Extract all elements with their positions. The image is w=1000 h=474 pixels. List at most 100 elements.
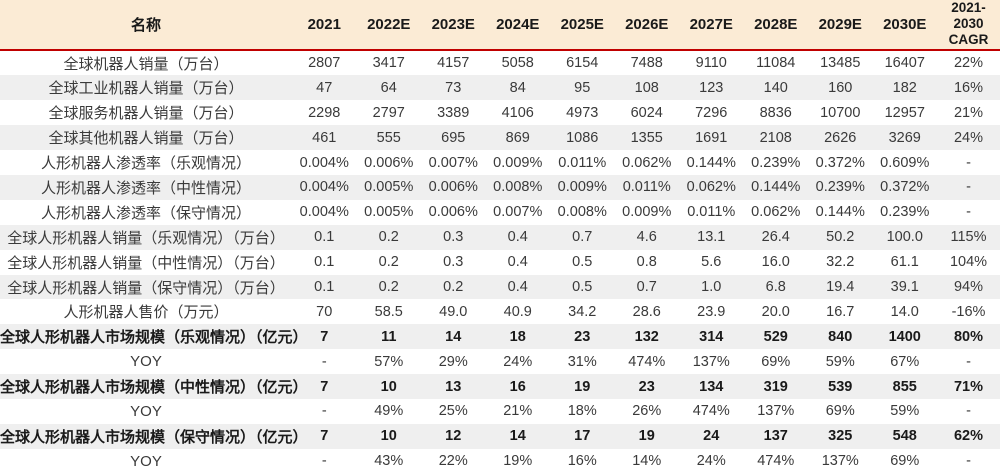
- value-cell: 123: [699, 79, 724, 96]
- value-cell: 7488: [630, 55, 663, 71]
- value-cell: 869: [505, 129, 530, 146]
- value-cell: 0.3: [443, 229, 464, 246]
- value-cell: 319: [763, 378, 788, 395]
- table-row: 全球人形机器人销量（保守情况）（万台） 0.1 0.2 0.2 0.4 0.5 0.7 1.0…: [0, 274, 1000, 300]
- value-cell: 529: [763, 328, 788, 345]
- col-year-header: 2029E: [808, 0, 873, 51]
- value-cell: 4973: [566, 104, 599, 121]
- value-cell: 40.9: [503, 303, 532, 320]
- value-cell: 13.1: [697, 229, 726, 246]
- value-cell: 0.1: [314, 229, 335, 246]
- value-cell: 0.004%: [299, 154, 349, 171]
- cagr-cell: 21%: [953, 104, 984, 121]
- row-label: YOY: [130, 402, 162, 420]
- value-cell: 29%: [438, 353, 468, 370]
- value-cell: 34.2: [568, 303, 597, 320]
- col-name-header: 名称: [0, 0, 292, 51]
- value-cell: 2807: [308, 55, 341, 71]
- value-cell: 50.2: [826, 229, 855, 246]
- row-label: 全球机器人销量（万台）: [63, 55, 229, 73]
- value-cell: 61.1: [890, 254, 919, 271]
- value-cell: 0.007%: [493, 204, 543, 221]
- value-cell: 0.7: [572, 229, 593, 246]
- cagr-header-line2: CAGR: [948, 32, 989, 48]
- value-cell: 3269: [888, 129, 921, 146]
- value-cell: 0.239%: [815, 179, 865, 196]
- value-cell: 0.011%: [558, 154, 607, 171]
- value-cell: 2298: [308, 104, 341, 121]
- value-cell: 24%: [503, 353, 533, 370]
- cagr-cell: 62%: [953, 428, 984, 445]
- table-row: 全球人形机器人市场规模（乐观情况）（亿元） 7 11 14 18 23 132 314 529 8…: [0, 324, 1000, 350]
- value-cell: 0.062%: [751, 204, 801, 221]
- value-cell: 2797: [372, 104, 405, 121]
- row-label: 全球人形机器人销量（乐观情况）（万台）: [7, 229, 285, 247]
- value-cell: 16: [509, 378, 526, 395]
- value-cell: 26.4: [761, 229, 790, 246]
- table-row: 全球服务机器人销量（万台） 2298 2797 3389 4106 4973 6024 729…: [0, 100, 1000, 125]
- row-label: 人形机器人渗透率（中性情况）: [40, 179, 251, 197]
- value-cell: 4106: [501, 104, 534, 121]
- value-cell: 6.8: [765, 279, 786, 296]
- value-cell: 4157: [437, 55, 470, 71]
- value-cell: 0.062%: [686, 179, 736, 196]
- value-cell: 0.4: [507, 254, 528, 271]
- col-year-header: 2027E: [679, 0, 744, 51]
- value-cell: 325: [828, 428, 853, 445]
- row-label: 全球人形机器人销量（中性情况）（万台）: [7, 254, 285, 272]
- value-cell: 18: [509, 328, 526, 345]
- value-cell: 474%: [692, 403, 730, 420]
- value-cell: 16.0: [761, 254, 790, 271]
- value-cell: 6024: [630, 104, 663, 121]
- value-cell: 3417: [372, 55, 405, 71]
- value-cell: 100.0: [886, 229, 923, 246]
- value-cell: 23: [574, 328, 591, 345]
- value-cell: 0.372%: [880, 179, 930, 196]
- value-cell: 84: [509, 79, 526, 96]
- value-cell: 25%: [438, 403, 468, 420]
- table-row: 人形机器人渗透率（乐观情况） 0.004% 0.006% 0.007% 0.009% 0.…: [0, 150, 1000, 175]
- value-cell: 16407: [884, 55, 925, 71]
- table-row: YOY - 43% 22% 19% 16% 14% 24% 474% 137% 69% -: [0, 449, 1000, 474]
- row-label: 全球人形机器人市场规模（中性情况）（亿元）: [0, 379, 308, 397]
- value-cell: 24: [703, 428, 720, 445]
- value-cell: 70: [316, 303, 333, 320]
- value-cell: 0.008%: [493, 179, 543, 196]
- row-label: 全球其他机器人销量（万台）: [48, 130, 244, 148]
- cagr-cell: 24%: [953, 129, 984, 146]
- value-cell: 0.009%: [622, 204, 672, 221]
- value-cell: 95: [574, 79, 591, 96]
- value-cell: 67%: [890, 353, 920, 370]
- value-cell: 182: [892, 79, 917, 96]
- value-cell: 11084: [756, 55, 796, 71]
- table-row: 人形机器人渗透率（中性情况） 0.004% 0.005% 0.006% 0.008% 0.…: [0, 175, 1000, 200]
- value-cell: 64: [380, 79, 397, 96]
- value-cell: 1355: [630, 129, 663, 146]
- cagr-cell: 16%: [953, 79, 984, 96]
- col-year-header: 2026E: [614, 0, 679, 51]
- value-cell: 1691: [695, 129, 728, 146]
- value-cell: 22%: [438, 453, 468, 470]
- value-cell: 49%: [374, 403, 404, 420]
- value-cell: 16%: [567, 453, 597, 470]
- value-cell: 58.5: [374, 303, 403, 320]
- value-cell: 0.008%: [557, 204, 607, 221]
- cagr-cell: 94%: [953, 279, 984, 296]
- value-cell: 10700: [820, 104, 861, 121]
- row-label: 全球工业机器人销量（万台）: [48, 80, 244, 98]
- table-row: 全球其他机器人销量（万台） 461 555 695 869 1086 1355 1691 210…: [0, 125, 1000, 151]
- value-cell: 474%: [757, 453, 795, 470]
- value-cell: 0.004%: [299, 204, 349, 221]
- cagr-header-line1: 2021-2030: [951, 0, 986, 32]
- table-row: 人形机器人售价（万元） 70 58.5 49.0 40.9 34.2 28.6 23.9 20.…: [0, 299, 1000, 324]
- value-cell: -: [321, 353, 327, 370]
- value-cell: 0.5: [572, 279, 593, 296]
- value-cell: 0.8: [636, 254, 657, 271]
- value-cell: 108: [634, 79, 659, 96]
- row-label: 全球服务机器人销量（万台）: [48, 105, 244, 123]
- value-cell: 17: [574, 428, 591, 445]
- cagr-cell: -16%: [951, 303, 986, 320]
- value-cell: 13: [445, 378, 462, 395]
- value-cell: 0.144%: [686, 154, 736, 171]
- value-cell: 0.006%: [364, 154, 414, 171]
